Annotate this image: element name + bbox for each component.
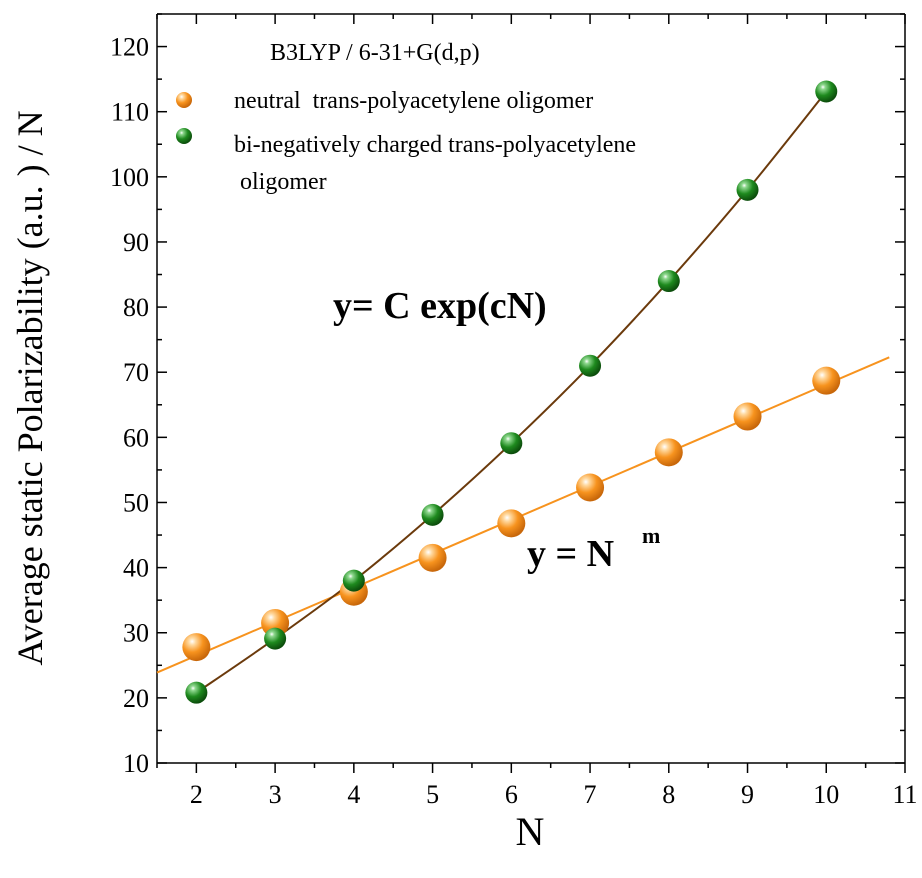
data-point-charged [657,270,680,293]
axis-ticks [156,13,906,773]
tick-labels: 2 3 4 5 6 7 8 9 10 11 10 20 30 40 50 60 70 80 90 100 110 120 [110,33,918,809]
data-point-charged [736,178,759,201]
data-point-charged [500,432,523,455]
data-point-neutral [182,633,211,662]
legend-item-charged: bi-negatively charged trans-polyacetylen… [176,128,636,195]
data-point-neutral [733,402,762,431]
annotation-exponential-fit: y= C exp(cN) [333,285,547,327]
legend-label-neutral: neutral trans-polyacetylene oligomer [234,88,593,114]
annotation-power-fit-exponent: m [642,523,660,548]
x-tick-label: 10 [813,780,839,809]
y-tick-label: 40 [123,554,149,583]
x-tick-label: 5 [426,780,439,809]
x-tick-label: 3 [269,780,282,809]
y-tick-label: 120 [110,33,149,62]
data-point-neutral [418,543,447,572]
legend-marker-neutral [176,92,192,108]
x-tick-label: 6 [505,780,518,809]
x-tick-label: 2 [190,780,203,809]
y-tick-label: 20 [123,684,149,713]
plot-frame [156,13,906,764]
y-tick-label: 90 [123,228,149,257]
y-tick-label: 70 [123,358,149,387]
data-point-neutral [654,438,683,467]
chart-title: B3LYP / 6-31+G(d,p) [270,40,480,66]
legend-label-charged-line1: bi-negatively charged trans-polyacetylen… [234,132,636,158]
legend: neutral trans-polyacetylene oligomer bi-… [176,88,636,195]
x-tick-label: 4 [347,780,360,809]
annotation-power-fit: y = N m [527,523,660,575]
data-point-neutral [576,473,605,502]
y-tick-label: 100 [110,163,149,192]
legend-marker-charged [176,128,192,144]
data-point-neutral [497,509,526,538]
annotation-power-fit-base: y = N [527,533,614,575]
legend-item-neutral: neutral trans-polyacetylene oligomer [176,88,593,114]
data-point-neutral [812,366,841,395]
y-tick-label: 10 [123,749,149,778]
data-point-charged [579,354,602,377]
legend-label-charged-line2: oligomer [234,169,327,195]
y-tick-label: 80 [123,293,149,322]
x-axis-label: N [516,809,545,854]
data-point-charged [421,503,444,526]
data-point-charged [185,681,208,704]
x-tick-label: 7 [584,780,597,809]
y-tick-label: 110 [111,98,149,127]
x-tick-label: 8 [662,780,675,809]
y-axis-label: Average static Polarizability (a.u. ) / … [10,110,50,665]
data-markers [182,80,841,704]
data-point-charged [264,627,287,650]
x-tick-label: 11 [892,780,917,809]
y-tick-label: 30 [123,619,149,648]
y-tick-label: 50 [123,488,149,517]
data-point-neutral [261,608,290,637]
y-tick-label: 60 [123,423,149,452]
data-point-charged [342,569,365,592]
data-point-charged [815,80,838,103]
x-tick-label: 9 [741,780,754,809]
